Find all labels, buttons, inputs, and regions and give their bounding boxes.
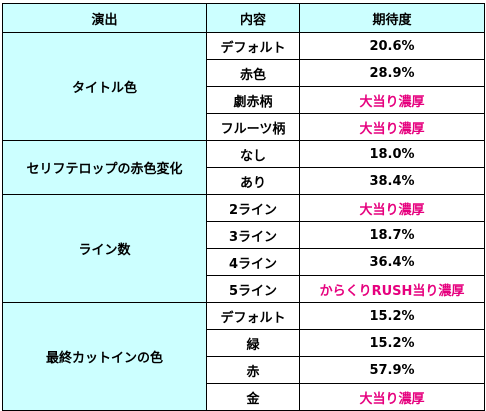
category-cell: タイトル色 (2, 32, 207, 141)
expectation-cell-highlight: 大当り濃厚 (299, 113, 485, 141)
expectation-cell-highlight: 大当り濃厚 (299, 383, 485, 411)
content-cell: 2ライン (206, 194, 300, 222)
content-cell: 5ライン (206, 275, 300, 303)
content-cell: デフォルト (206, 32, 300, 60)
category-cell: セリフテロップの赤色変化 (2, 140, 207, 195)
category-cell: 最終カットインの色 (2, 302, 207, 411)
expectation-cell: 18.7% (299, 221, 485, 249)
header-effect: 演出 (2, 3, 207, 33)
table-row: 金 大当り濃厚 (3, 383, 485, 411)
header-row: 演出 内容 期待度 (2, 3, 485, 33)
table-row: 最終カットインの色 デフォルト 15.2% (2, 302, 485, 411)
expectation-cell: 18.0% (299, 140, 485, 168)
table-row: フルーツ柄 大当り濃厚 (3, 113, 485, 141)
table-row: 緑 15.2% (3, 329, 485, 357)
header-content: 内容 (206, 3, 300, 33)
table-row: 5ライン からくりRUSH当り濃厚 (3, 275, 485, 303)
category-cell: ライン数 (2, 194, 207, 303)
content-cell: あり (206, 167, 300, 195)
expectation-cell: 57.9% (299, 356, 485, 384)
content-cell: 緑 (206, 329, 300, 357)
expectation-table: 演出 内容 期待度 タイトル色 デフォルト 20.6% 赤色 28.9% 劇赤柄… (2, 3, 485, 411)
table-row: 4ライン 36.4% (3, 248, 485, 276)
content-cell: 劇赤柄 (206, 86, 300, 114)
expectation-cell-highlight: からくりRUSH当り濃厚 (299, 275, 485, 303)
expectation-cell: 15.2% (299, 302, 485, 330)
content-cell: 金 (206, 383, 300, 411)
table-row: セリフテロップの赤色変化 なし 18.0% (2, 140, 485, 195)
expectation-cell-highlight: 大当り濃厚 (299, 194, 485, 222)
expectation-cell: 36.4% (299, 248, 485, 276)
expectation-cell-highlight: 大当り濃厚 (299, 86, 485, 114)
content-cell: 赤色 (206, 59, 300, 87)
content-cell: なし (206, 140, 300, 168)
content-cell: フルーツ柄 (206, 113, 300, 141)
table-row: 赤色 28.9% (3, 59, 485, 87)
table-row: 3ライン 18.7% (3, 221, 485, 249)
expectation-cell: 28.9% (299, 59, 485, 87)
expectation-cell: 20.6% (299, 32, 485, 60)
content-cell: デフォルト (206, 302, 300, 330)
content-cell: 3ライン (206, 221, 300, 249)
expectation-cell: 38.4% (299, 167, 485, 195)
table-row: 劇赤柄 大当り濃厚 (3, 86, 485, 114)
expectation-cell: 15.2% (299, 329, 485, 357)
content-cell: 4ライン (206, 248, 300, 276)
table-row: タイトル色 デフォルト 20.6% (2, 32, 485, 141)
table-row: あり 38.4% (3, 167, 485, 195)
table-row: ライン数 2ライン 大当り濃厚 (2, 194, 485, 303)
header-expectation: 期待度 (299, 3, 485, 33)
content-cell: 赤 (206, 356, 300, 384)
